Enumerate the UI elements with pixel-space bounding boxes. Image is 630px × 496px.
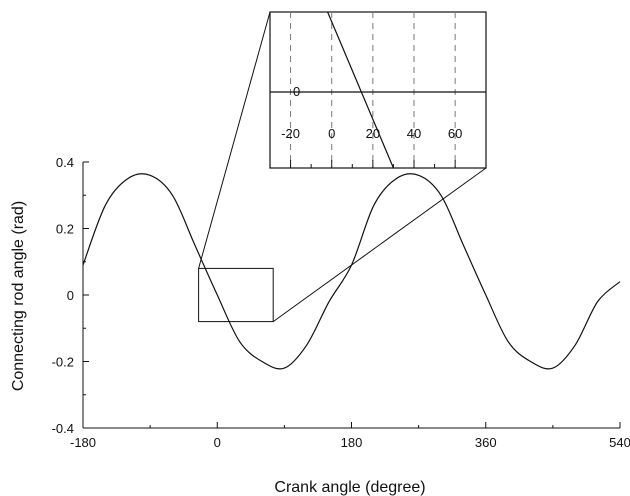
x-tick-label: 180 — [341, 435, 363, 450]
y-axis-title: Connecting rod angle (rad) — [10, 201, 27, 391]
inset-frame — [269, 11, 487, 169]
x-tick-label: -180 — [70, 435, 96, 450]
inset-zoom-panel: -20 0 20 40 60 0 — [269, 11, 487, 169]
main-axes: -0.4 -0.2 0 0.2 0.4 -180 0 180 360 540 — [52, 155, 630, 450]
series-line — [82, 173, 621, 370]
zoom-connector-left — [198, 11, 271, 269]
y-tick-label: -0.2 — [52, 355, 74, 370]
main-curve-group — [82, 173, 621, 370]
inset-x-tick-label: 60 — [448, 126, 462, 141]
axis-titles: Crank angle (degree) Connecting rod angl… — [10, 201, 426, 496]
x-axis-title: Crank angle (degree) — [274, 479, 425, 496]
x-tick-label: 540 — [609, 435, 630, 450]
zoom-connector-right — [272, 167, 487, 323]
zoom-indicator — [198, 11, 487, 323]
inset-y-tick-label: 0 — [293, 84, 300, 99]
inset-series-line — [327, 11, 394, 169]
x-tick-label: 0 — [214, 435, 221, 450]
inset-x-tick-label: -20 — [281, 126, 300, 141]
inset-x-tick-label: 20 — [366, 126, 380, 141]
zoom-box — [198, 267, 274, 323]
y-tick-label: 0 — [67, 288, 74, 303]
inset-x-tick-label: 0 — [328, 126, 335, 141]
x-tick-label: 360 — [475, 435, 497, 450]
y-tick-label: -0.4 — [52, 421, 74, 436]
y-tick-label: 0.4 — [56, 155, 74, 170]
inset-x-tick-label: 40 — [407, 126, 421, 141]
y-tick-label: 0.2 — [56, 222, 74, 237]
